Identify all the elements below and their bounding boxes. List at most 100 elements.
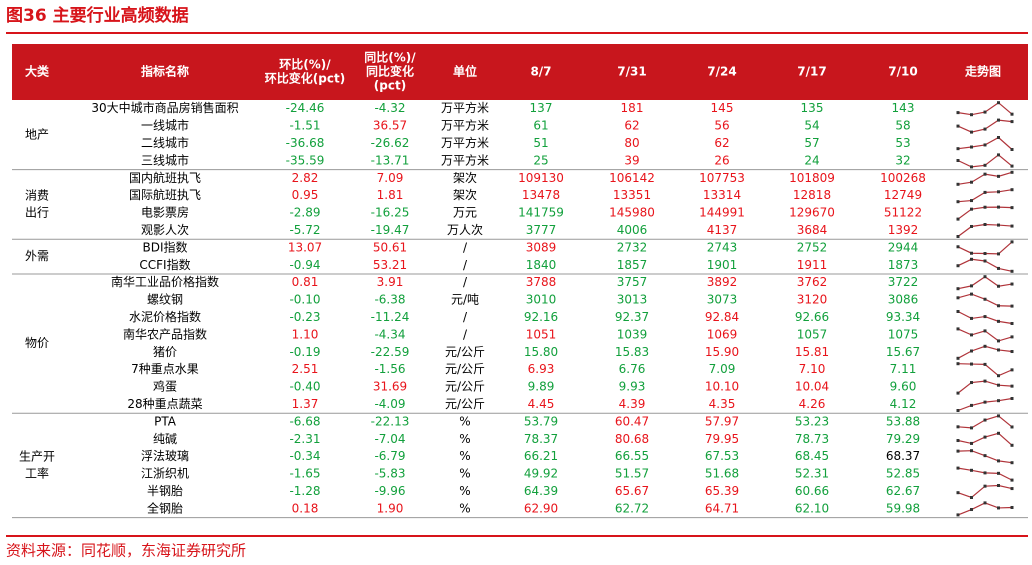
cell: 26 [714,153,729,167]
cell: 62.67 [886,484,920,498]
cell: 万元 [453,206,477,220]
sparkline-point [997,383,1000,387]
sparkline-point [956,147,960,151]
cell: 52.85 [886,467,920,481]
sparkline-point [956,159,960,162]
column-header: 同比(%)/ [364,50,416,65]
cell: 79.95 [705,432,739,446]
sparkline-point [983,379,987,383]
cell: -5.83 [374,467,405,481]
cell: 9.60 [890,380,917,394]
sparkline [957,415,1013,429]
sparkline-point [970,180,973,184]
sparkline-point [997,304,1000,308]
sparkline-point [997,414,1000,418]
cell: 15.67 [886,345,920,359]
column-header: 指标名称 [141,64,189,79]
cell: CCFI指数 [139,257,190,272]
cell: 15.83 [615,345,649,359]
cell: -22.13 [371,414,410,428]
sparkline-point [956,264,960,268]
cell: 9.89 [528,380,555,394]
sparkline-point [983,190,987,194]
sparkline-point [983,315,987,319]
sparkline-point [970,130,973,134]
sparkline-point [983,297,987,301]
cell: -1.28 [289,484,320,498]
cell: -22.59 [371,345,410,359]
sparkline-point [997,484,1000,487]
sparkline-point [983,435,987,439]
sparkline-point [970,496,973,499]
sparkline [957,275,1013,290]
cell: 62.72 [615,501,649,515]
source: 资料来源：同花顺，东海证券研究所 [6,542,246,560]
cell: 7种重点水果 [131,362,199,376]
cell: -0.94 [289,258,320,272]
cell: 1911 [797,258,828,272]
cell: 58 [895,119,910,133]
cell: 国内航班执飞 [129,170,201,185]
sparkline [957,502,1013,516]
cell: 4.39 [619,397,646,411]
cell: 10.10 [705,380,739,394]
cell: 浮法玻璃 [141,449,189,463]
cell: 0.95 [292,188,319,202]
sparkline-point [970,316,973,320]
sparkline-point [956,245,960,249]
title: 图36 主要行业高频数据 [6,5,189,26]
sparkline-point [956,391,960,395]
sparkline-point [1010,322,1014,325]
cell: 3892 [707,275,738,289]
cell: 观影人次 [141,223,189,237]
cell: 0.81 [292,275,319,289]
sparkline-point [1010,461,1014,465]
cell: 59.98 [886,501,920,515]
cell: 万人次 [447,223,483,237]
sparkline-point [997,348,1000,352]
cell: 猪价 [153,345,177,359]
sparkline-point [956,513,960,517]
cell: / [463,258,468,272]
cell: 92.16 [524,310,558,324]
cell: 92.84 [705,310,739,324]
cell: 67.53 [705,449,739,463]
cell: 1840 [526,258,557,272]
cell: 106142 [609,171,655,185]
cell: 15.80 [524,345,558,359]
cell: -11.24 [371,310,410,324]
cell: 137 [530,101,553,115]
cell: -4.09 [374,397,405,411]
sparkline-point [1010,269,1014,273]
cell: -24.46 [286,101,325,115]
cell: 53.88 [886,414,920,428]
sparkline-point [970,224,973,228]
cell: 3086 [888,293,919,307]
cell: 32 [895,153,910,167]
column-header: 环比(%)/ [279,57,331,72]
cell: 国际航班执飞 [129,187,201,202]
cell: -0.34 [289,449,320,463]
column-header: 环比变化(pct) [265,71,345,86]
cell: 62.10 [795,501,829,515]
sparkline-point [956,466,960,470]
cell: 93.34 [886,310,920,324]
cell: 15.81 [795,345,829,359]
sparkline-point [983,259,987,263]
cell: 二线城市 [141,135,189,150]
cell: 50.61 [373,240,407,254]
cell: -1.65 [289,467,320,481]
sparkline-point [1010,206,1014,210]
column-header: 走势图 [965,64,1001,79]
cell: 78.37 [524,432,558,446]
sparkline-point [983,418,987,422]
cell: 架次 [453,171,477,185]
sparkline-point [970,207,973,211]
sparkline-point [1010,505,1014,509]
sparkline-point [956,356,960,360]
sparkline-point [997,471,1000,475]
sparkline [957,223,1013,237]
cell: 元/公斤 [445,380,485,394]
cell: 53 [895,136,910,150]
cell: 100268 [880,171,926,185]
